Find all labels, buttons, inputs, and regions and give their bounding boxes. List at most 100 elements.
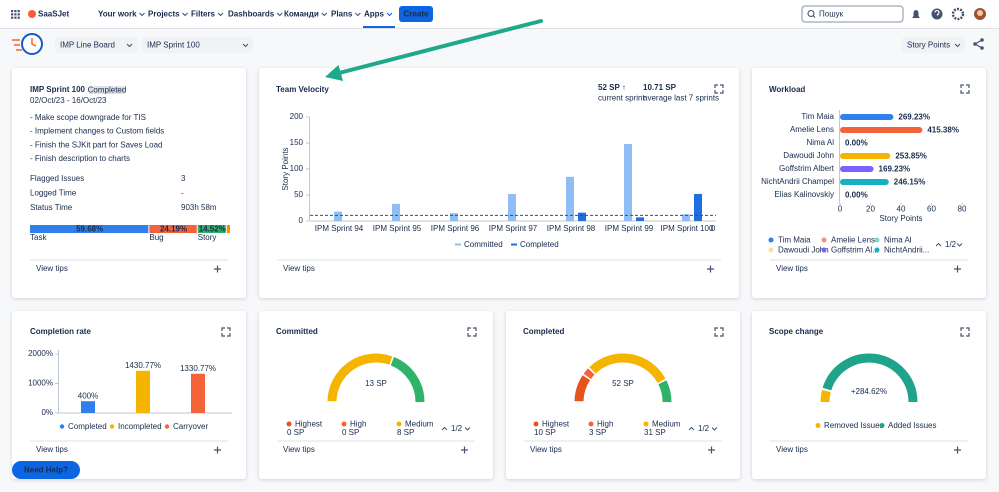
nav-item[interactable]: Projects	[148, 10, 180, 19]
legend-label: Completed	[68, 422, 107, 431]
add-icon[interactable]	[954, 265, 961, 273]
legend-label: Medium	[652, 420, 681, 429]
issue-type-segment	[197, 225, 226, 233]
goal: - Finish the SJKit part for Saves Load	[30, 140, 163, 149]
y-tick-label: 2000%	[28, 349, 53, 358]
legend-label: High	[350, 420, 366, 429]
legend-prev[interactable]	[441, 426, 448, 431]
x-tick-label: IPM Sprint 98	[547, 224, 596, 233]
view-tips[interactable]: View tips	[36, 445, 68, 454]
card-title: Scope change	[769, 327, 824, 336]
annotation-arrowhead	[325, 65, 343, 81]
settings-icon[interactable]	[951, 7, 965, 21]
nav-item[interactable]: Plans	[331, 10, 353, 19]
help-icon[interactable]	[931, 8, 943, 20]
expand-icon[interactable]	[467, 327, 477, 337]
app-grid[interactable]	[11, 16, 14, 19]
help-label: Need Help?	[24, 466, 68, 475]
dropdown[interactable]	[902, 37, 965, 53]
chevron	[956, 243, 963, 247]
legend-dot	[643, 421, 649, 427]
bar-label: 1430.77%	[125, 361, 161, 370]
legend-dot	[109, 424, 115, 429]
app-grid[interactable]	[11, 10, 14, 13]
legend-dot	[821, 247, 827, 253]
add-icon[interactable]	[708, 446, 715, 454]
workload-label: 0.00%	[845, 191, 868, 200]
expand-icon[interactable]	[714, 327, 724, 337]
legend-dot	[874, 237, 880, 243]
legend-dot	[341, 421, 347, 427]
gauge-segment	[583, 368, 595, 380]
y-tick-label: 200	[290, 112, 304, 121]
add-icon[interactable]	[707, 265, 714, 273]
app-grid[interactable]	[17, 10, 20, 13]
assignee-name: Goffstrim Albert	[779, 164, 835, 173]
current-caption: current sprint	[598, 94, 645, 103]
view-tips[interactable]: View tips	[776, 445, 808, 454]
nav-item[interactable]: Apps	[364, 10, 385, 19]
nav-item[interactable]: Filters	[191, 10, 216, 19]
expand-icon[interactable]	[221, 327, 231, 337]
search-icon	[812, 15, 816, 18]
current-sp: 52 SP ↑	[598, 83, 626, 92]
app-grid[interactable]	[17, 13, 20, 16]
legend-page: 1/2	[451, 424, 463, 433]
create-button[interactable]	[399, 6, 433, 22]
expand-icon[interactable]	[960, 327, 970, 337]
app-grid[interactable]	[17, 16, 20, 19]
chevron	[182, 12, 188, 17]
nav-item[interactable]: Команди	[284, 10, 319, 19]
view-tips[interactable]: View tips	[36, 264, 68, 273]
card-title: Completion rate	[30, 327, 91, 336]
legend-dot	[768, 247, 774, 253]
expand-icon[interactable]	[714, 84, 724, 94]
add-icon[interactable]	[214, 265, 221, 273]
dropdown[interactable]	[55, 37, 137, 53]
add-icon[interactable]	[214, 446, 221, 454]
expand-icon[interactable]	[960, 84, 970, 94]
help-button[interactable]	[12, 461, 80, 479]
goal: - Finish description to charts	[30, 154, 130, 163]
stat-value: 903h 58m	[181, 203, 217, 212]
help-glyph	[934, 9, 940, 16]
velocity-bar	[566, 176, 574, 221]
nav-item[interactable]: Dashboards	[228, 10, 275, 19]
dropdown[interactable]	[142, 37, 253, 53]
y-tick-label: 1000%	[28, 379, 53, 388]
workload-label: 415.38%	[927, 126, 959, 135]
gauge-segment	[574, 375, 591, 402]
view-tips[interactable]: View tips	[776, 264, 808, 273]
app-grid[interactable]	[14, 13, 17, 16]
view-tips[interactable]: View tips	[283, 445, 315, 454]
legend-label: Highest	[295, 420, 323, 429]
add-icon[interactable]	[461, 446, 468, 454]
legend-prev[interactable]	[935, 242, 942, 247]
app-grid[interactable]	[14, 10, 17, 13]
y-tick-label: 0%	[41, 408, 53, 417]
nav-item[interactable]: Your work	[98, 10, 137, 19]
app-grid[interactable]	[11, 13, 14, 16]
chevron	[276, 12, 283, 17]
add-icon[interactable]	[954, 446, 961, 454]
gauge-added	[822, 353, 918, 403]
stat-label: Logged Time	[30, 189, 77, 198]
app-grid[interactable]	[14, 16, 17, 19]
view-tips[interactable]: View tips	[530, 445, 562, 454]
x-tick-label: IPM Sprint 95	[373, 224, 422, 233]
legend-page: 1/2	[698, 424, 710, 433]
search-box[interactable]	[801, 5, 904, 23]
x-tick-label: IPM Sprint 96	[431, 224, 480, 233]
notifications-icon[interactable]	[912, 10, 920, 18]
view-tips[interactable]: View tips	[283, 264, 315, 273]
assignee-name: Dawoudi John	[783, 151, 834, 160]
workload-label: 253.85%	[895, 152, 927, 161]
gauge-removed	[820, 389, 831, 403]
workload-label: 246.15%	[894, 178, 926, 187]
card-title: Committed	[276, 327, 318, 336]
gauge-segment	[589, 353, 666, 384]
scope-value: +284.62%	[851, 387, 887, 396]
legend-prev[interactable]	[688, 426, 695, 431]
legend-label: Completed	[520, 240, 559, 249]
card-title: IMP Sprint 100	[30, 85, 86, 94]
